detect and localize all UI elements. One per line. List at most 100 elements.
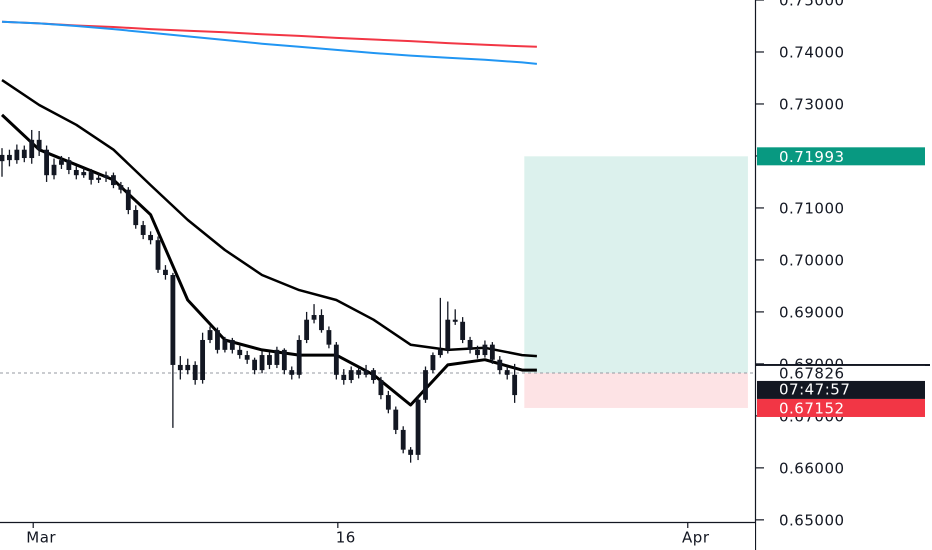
candle-body — [333, 344, 339, 375]
candle-body — [170, 275, 176, 365]
candle-body — [319, 315, 324, 331]
candle-body — [423, 370, 428, 400]
candle-body — [29, 139, 35, 159]
candle-body — [148, 234, 154, 241]
candle-body — [371, 370, 376, 381]
candle-body — [437, 349, 443, 356]
moving-average-line — [1, 20, 538, 65]
candle-body — [7, 154, 12, 161]
x-tick-label: Apr — [682, 529, 710, 547]
candle-body — [460, 321, 466, 340]
candle-body — [81, 172, 87, 176]
time-axis-bg — [0, 522, 755, 550]
candle-body — [51, 164, 57, 176]
candle-body — [489, 344, 495, 360]
candle-body — [155, 240, 161, 270]
y-tick-label: 0.66000 — [779, 459, 845, 477]
candle-body — [118, 185, 124, 190]
candle-body — [348, 370, 354, 381]
candle-body — [281, 349, 287, 371]
candle-body — [14, 149, 20, 161]
candle-body — [244, 355, 250, 360]
candle-body — [88, 172, 94, 180]
countdown-bg — [757, 380, 925, 399]
candle-body — [504, 370, 510, 375]
y-tick-label: 0.74000 — [779, 43, 845, 61]
candle-body — [408, 449, 414, 455]
candle-body — [66, 160, 72, 170]
target-price-label: 0.71993 — [779, 148, 845, 166]
candle-body — [259, 355, 265, 371]
x-tick-label: Mar — [26, 529, 56, 547]
target-zone — [524, 156, 748, 373]
candle-body — [512, 374, 518, 396]
candle-body — [103, 175, 109, 178]
moving-average-line — [1, 79, 537, 358]
candle-body — [400, 429, 406, 450]
candle-body — [177, 364, 183, 371]
candle-body — [289, 370, 295, 375]
candle-body — [445, 319, 451, 350]
stop-price-label: 0.67152 — [779, 399, 845, 417]
entry-price-label: 0.67826 — [779, 364, 845, 382]
candle-body — [222, 339, 228, 350]
price-axis-bg — [755, 0, 932, 550]
y-tick-label: 0.69000 — [779, 303, 845, 321]
candle-body — [430, 355, 436, 371]
y-tick-label: 0.75000 — [779, 0, 845, 10]
y-tick-label: 0.73000 — [779, 95, 845, 113]
candle-body — [59, 160, 64, 165]
entry-price-label-bg — [757, 365, 925, 382]
moving-average-line — [1, 20, 537, 48]
candle-body — [207, 330, 213, 340]
candle-body — [326, 330, 332, 345]
candle-body — [497, 359, 503, 371]
candle-body — [73, 169, 79, 176]
candle-body — [252, 359, 258, 371]
candle-body — [385, 395, 391, 410]
candle-body — [482, 344, 488, 356]
plot-area — [0, 20, 755, 463]
candle-body — [356, 370, 362, 375]
candle-body — [111, 175, 116, 186]
candle-body — [215, 330, 220, 350]
candle-body — [363, 370, 369, 375]
countdown-label: 07:47:57 — [779, 380, 850, 398]
candle-body — [267, 355, 272, 365]
candle-body — [163, 269, 168, 275]
candle-body — [311, 315, 317, 320]
candle-body — [341, 374, 347, 381]
candle-body — [296, 339, 302, 375]
y-tick-label: 0.71000 — [779, 199, 845, 217]
candle-body — [140, 225, 146, 235]
candle-body — [475, 349, 480, 356]
candle-body — [393, 409, 399, 430]
candle-body — [21, 149, 27, 159]
candle-body — [467, 339, 473, 350]
stop-zone — [524, 372, 748, 408]
candle-body — [36, 139, 42, 150]
candle-body — [192, 364, 198, 381]
candle-body — [200, 339, 206, 381]
stop-price-label-bg — [757, 398, 925, 417]
candle-body — [96, 177, 102, 180]
candle-body — [304, 319, 310, 340]
target-price-label-bg — [757, 147, 925, 166]
candle-body — [0, 154, 5, 162]
candle-body — [378, 380, 384, 396]
candle-body — [133, 210, 139, 226]
candle-body — [274, 349, 280, 365]
candle-body — [237, 349, 243, 356]
candle-body — [185, 364, 191, 371]
x-tick-label: 16 — [336, 529, 356, 547]
candle-body — [452, 319, 458, 322]
candle-body — [415, 399, 421, 455]
candle-body — [229, 339, 235, 350]
candle-body — [125, 189, 131, 211]
y-tick-label: 0.70000 — [779, 251, 845, 269]
y-tick-label: 0.65000 — [779, 511, 845, 529]
moving-average-line — [0, 113, 537, 407]
candle-body — [44, 149, 49, 176]
